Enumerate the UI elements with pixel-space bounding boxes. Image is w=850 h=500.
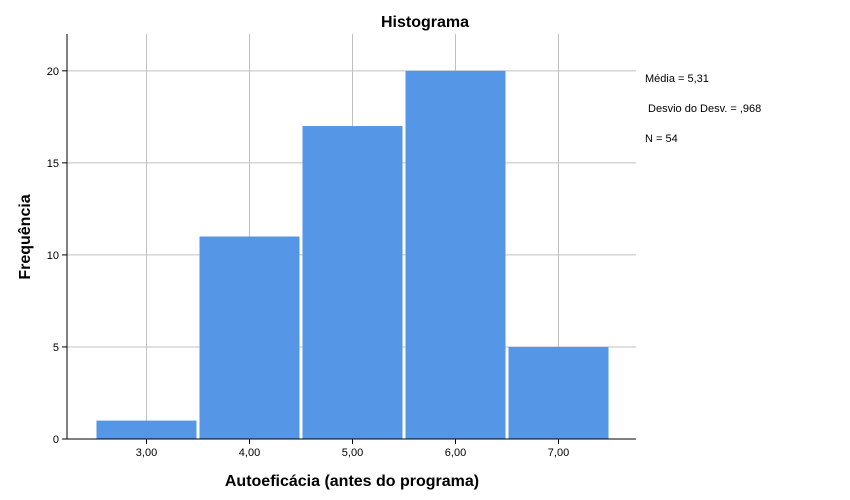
x-tick-label: 3,00 bbox=[136, 447, 157, 459]
axes bbox=[62, 34, 636, 444]
stats-stddev: Desvio do Desv. = ,968 bbox=[645, 103, 762, 115]
y-tick-labels: 0 5 10 15 20 bbox=[47, 66, 59, 446]
stats-annotation: Média = 5,31 Desvio do Desv. = ,968 N = … bbox=[645, 54, 761, 154]
y-tick-label: 10 bbox=[47, 250, 59, 262]
stats-n: N = 54 bbox=[645, 133, 678, 145]
histogram-bar bbox=[302, 126, 403, 439]
x-tick-label: 7,00 bbox=[548, 447, 569, 459]
x-tick-label: 4,00 bbox=[239, 447, 260, 459]
bars bbox=[96, 70, 609, 440]
y-tick-label: 15 bbox=[47, 158, 59, 170]
x-tick-label: 6,00 bbox=[445, 447, 466, 459]
histogram-bar bbox=[508, 346, 609, 439]
histogram-bar bbox=[96, 420, 197, 439]
y-tick-label: 20 bbox=[47, 66, 59, 78]
y-tick-label: 0 bbox=[53, 434, 59, 446]
x-tick-labels: 3,00 4,00 5,00 6,00 7,00 bbox=[136, 447, 569, 459]
stats-mean: Média = 5,31 bbox=[645, 73, 709, 85]
histogram-bar bbox=[405, 70, 506, 440]
histogram-bar bbox=[199, 236, 300, 439]
x-tick-label: 5,00 bbox=[342, 447, 363, 459]
y-tick-label: 5 bbox=[53, 342, 59, 354]
y-axis-label: Frequência bbox=[17, 194, 34, 279]
x-axis-label: Autoeficácia (antes do programa) bbox=[225, 473, 479, 490]
chart-title: Histograma bbox=[381, 14, 469, 31]
